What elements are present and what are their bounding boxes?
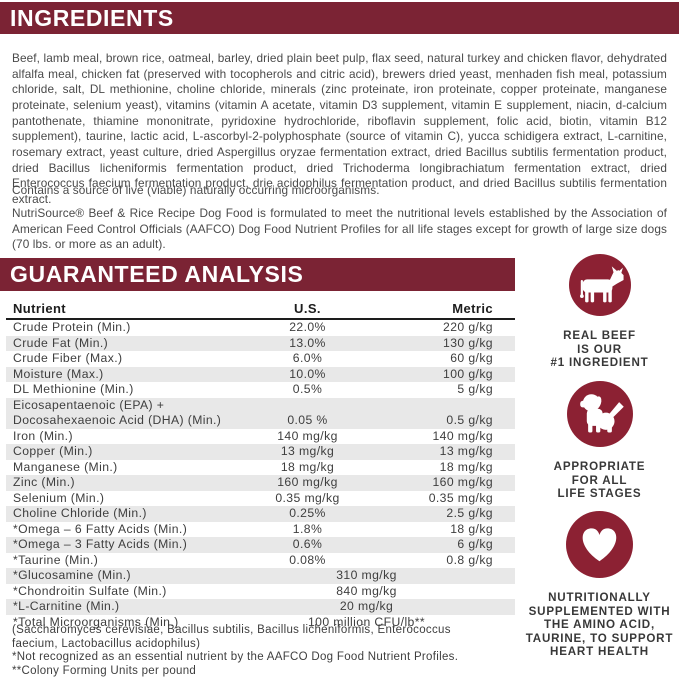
metric-value-cell: 140 mg/kg xyxy=(432,428,493,443)
column-header-us: U.S. xyxy=(294,301,321,316)
heart-icon xyxy=(566,511,633,583)
cow-icon xyxy=(568,254,631,321)
merged-value-cell: 310 mg/kg xyxy=(336,568,397,582)
nutrient-cell: Eicosapentaenoic (EPA) + Docosahexaenoic… xyxy=(13,397,222,428)
table-row: Selenium (Min.) 0.35 mg/kg 0.35 mg/kg xyxy=(6,491,515,507)
metric-value-cell: 18 g/kg xyxy=(450,521,493,536)
column-header-nutrient: Nutrient xyxy=(13,301,67,316)
us-value-cell: 22.0% xyxy=(289,320,326,334)
table-row: Iron (Min.) 140 mg/kg 140 mg/kg xyxy=(6,429,515,445)
us-value-cell: 1.8% xyxy=(292,521,323,536)
us-value-cell: 6.0% xyxy=(292,351,323,365)
analysis-table-body: Crude Protein (Min.) 22.0% 220 g/kg Crude F… xyxy=(6,320,515,630)
table-row: Eicosapentaenoic (EPA) + Docosahexaenoic… xyxy=(6,397,515,429)
us-value-cell: 0.05 % xyxy=(287,413,328,427)
table-row: Crude Fat (Min.) 13.0% 130 g/kg xyxy=(6,335,515,351)
guaranteed-analysis-header-bar: GUARANTEED ANALYSIS xyxy=(0,258,515,291)
us-value-cell: 0.08% xyxy=(289,552,326,567)
us-value-cell: 0.25% xyxy=(289,506,326,520)
us-value-cell: 160 mg/kg xyxy=(277,475,338,489)
nutrient-cell: Crude Fat (Min.) xyxy=(13,335,109,350)
us-value-cell: 13 mg/kg xyxy=(280,444,335,458)
nutrient-cell: Crude Protein (Min.) xyxy=(13,320,131,334)
table-row: Manganese (Min.) 18 mg/kg 18 mg/kg xyxy=(6,460,515,476)
metric-value-cell: 130 g/kg xyxy=(443,335,493,350)
metric-value-cell: 0.5 g/kg xyxy=(446,413,493,427)
nutrient-cell: *Total Microorganisms (Min.) xyxy=(13,614,179,629)
column-header-metric: Metric xyxy=(452,301,493,316)
merged-value-cell: 840 mg/kg xyxy=(336,583,397,598)
nutrient-cell: Zinc (Min.) xyxy=(13,475,75,489)
ingredients-header-bar: INGREDIENTS xyxy=(0,2,679,34)
badge-caption-heart-health: NUTRITIONALLY SUPPLEMENTED WITH THE AMIN… xyxy=(525,591,674,658)
nutrient-cell: *Omega – 3 Fatty Acids (Min.) xyxy=(13,537,188,551)
nutrient-cell: Crude Fiber (Max.) xyxy=(13,351,123,365)
table-row: Crude Protein (Min.) 22.0% 220 g/kg xyxy=(6,320,515,336)
metric-value-cell: 0.8 g/kg xyxy=(446,552,493,567)
puppy-icon xyxy=(566,381,633,452)
table-row: Crude Fiber (Max.) 6.0% 60 g/kg xyxy=(6,351,515,367)
metric-value-cell: 100 g/kg xyxy=(443,366,493,381)
us-value-cell: 13.0% xyxy=(289,335,326,350)
table-row: *Omega – 6 Fatty Acids (Min.) 1.8% 18 g/kg xyxy=(6,522,515,538)
metric-value-cell: 13 mg/kg xyxy=(439,444,493,458)
nutrient-cell: *L-Carnitine (Min.) xyxy=(13,599,120,613)
badge-life-stages: APPROPRIATE FOR ALL LIFE STAGES xyxy=(520,381,679,501)
nutrient-cell: Selenium (Min.) xyxy=(13,490,105,505)
table-row: *Omega – 3 Fatty Acids (Min.) 0.6% 6 g/kg xyxy=(6,537,515,553)
ingredients-paragraph: Beef, lamb meal, brown rice, oatmeal, ba… xyxy=(12,50,667,207)
merged-value-cell: 20 mg/kg xyxy=(339,599,394,613)
metric-value-cell: 6 g/kg xyxy=(457,537,493,551)
us-value-cell: 0.5% xyxy=(292,382,323,396)
ingredients-title: INGREDIENTS xyxy=(10,5,174,31)
nutrient-cell: DL Methionine (Min.) xyxy=(13,382,134,396)
footnote-line: *Not recognized as an essential nutrient… xyxy=(12,651,459,664)
metric-value-cell: 160 mg/kg xyxy=(432,475,493,489)
metric-value-cell: 220 g/kg xyxy=(443,320,493,334)
footnotes: (Saccharomyces cerevisiae, Bacillus subt… xyxy=(12,624,487,678)
footnote-line: **Colony Forming Units per pound xyxy=(12,664,197,677)
nutrient-cell: *Taurine (Min.) xyxy=(13,552,99,567)
table-row: *L-Carnitine (Min.) 20 mg/kg xyxy=(6,599,515,615)
table-row: *Chondroitin Sulfate (Min.) 840 mg/kg xyxy=(6,584,515,600)
guaranteed-analysis-table: Nutrient U.S. Metric Crude Protein (Min.… xyxy=(6,299,515,630)
us-value-cell: 0.35 mg/kg xyxy=(275,490,340,505)
table-row: *Glucosamine (Min.) 310 mg/kg xyxy=(6,568,515,584)
nutrient-cell: *Glucosamine (Min.) xyxy=(13,568,131,582)
nutrient-cell: Manganese (Min.) xyxy=(13,459,118,474)
table-row: DL Methionine (Min.) 0.5% 5 g/kg xyxy=(6,382,515,398)
aafco-statement: NutriSource® Beef & Rice Recipe Dog Food… xyxy=(12,205,667,252)
badge-real-beef: REAL BEEF IS OUR #1 INGREDIENT xyxy=(520,254,679,370)
contains-statement: Contains a source of live (viable) natur… xyxy=(12,182,380,197)
table-row: *Taurine (Min.) 0.08% 0.8 g/kg xyxy=(6,553,515,569)
nutrient-cell: Copper (Min.) xyxy=(13,444,93,458)
nutrient-cell: *Omega – 6 Fatty Acids (Min.) xyxy=(13,521,188,536)
metric-value-cell: 18 mg/kg xyxy=(439,459,493,474)
table-row: Copper (Min.) 13 mg/kg 13 mg/kg xyxy=(6,444,515,460)
metric-value-cell: 5 g/kg xyxy=(457,382,493,396)
guaranteed-analysis-title: GUARANTEED ANALYSIS xyxy=(10,261,304,287)
us-value-cell: 18 mg/kg xyxy=(280,459,335,474)
table-row: Choline Chloride (Min.) 0.25% 2.5 g/kg xyxy=(6,506,515,522)
footnote-line: (Saccharomyces cerevisiae, Bacillus subt… xyxy=(12,624,451,650)
badge-caption-real-beef: REAL BEEF IS OUR #1 INGREDIENT xyxy=(550,329,649,369)
metric-value-cell: 2.5 g/kg xyxy=(446,506,493,520)
table-header-row: Nutrient U.S. Metric xyxy=(6,299,515,320)
badge-caption-life-stages: APPROPRIATE FOR ALL LIFE STAGES xyxy=(553,460,646,500)
table-row: Zinc (Min.) 160 mg/kg 160 mg/kg xyxy=(6,475,515,491)
table-row: *Total Microorganisms (Min.) 100 million … xyxy=(6,615,515,631)
badge-heart-health: NUTRITIONALLY SUPPLEMENTED WITH THE AMIN… xyxy=(520,511,679,659)
metric-value-cell: 0.35 mg/kg xyxy=(428,490,493,505)
nutrient-cell: Moisture (Max.) xyxy=(13,366,104,381)
table-row: Moisture (Max.) 10.0% 100 g/kg xyxy=(6,366,515,382)
us-value-cell: 10.0% xyxy=(289,366,326,381)
nutrient-cell: *Chondroitin Sulfate (Min.) xyxy=(13,583,167,598)
merged-value-cell: 100 million CFU/lb** xyxy=(307,614,426,629)
nutrient-cell: Choline Chloride (Min.) xyxy=(13,506,147,520)
us-value-cell: 140 mg/kg xyxy=(277,428,338,443)
nutrient-cell: Iron (Min.) xyxy=(13,428,73,443)
metric-value-cell: 60 g/kg xyxy=(450,351,493,365)
us-value-cell: 0.6% xyxy=(292,537,323,551)
